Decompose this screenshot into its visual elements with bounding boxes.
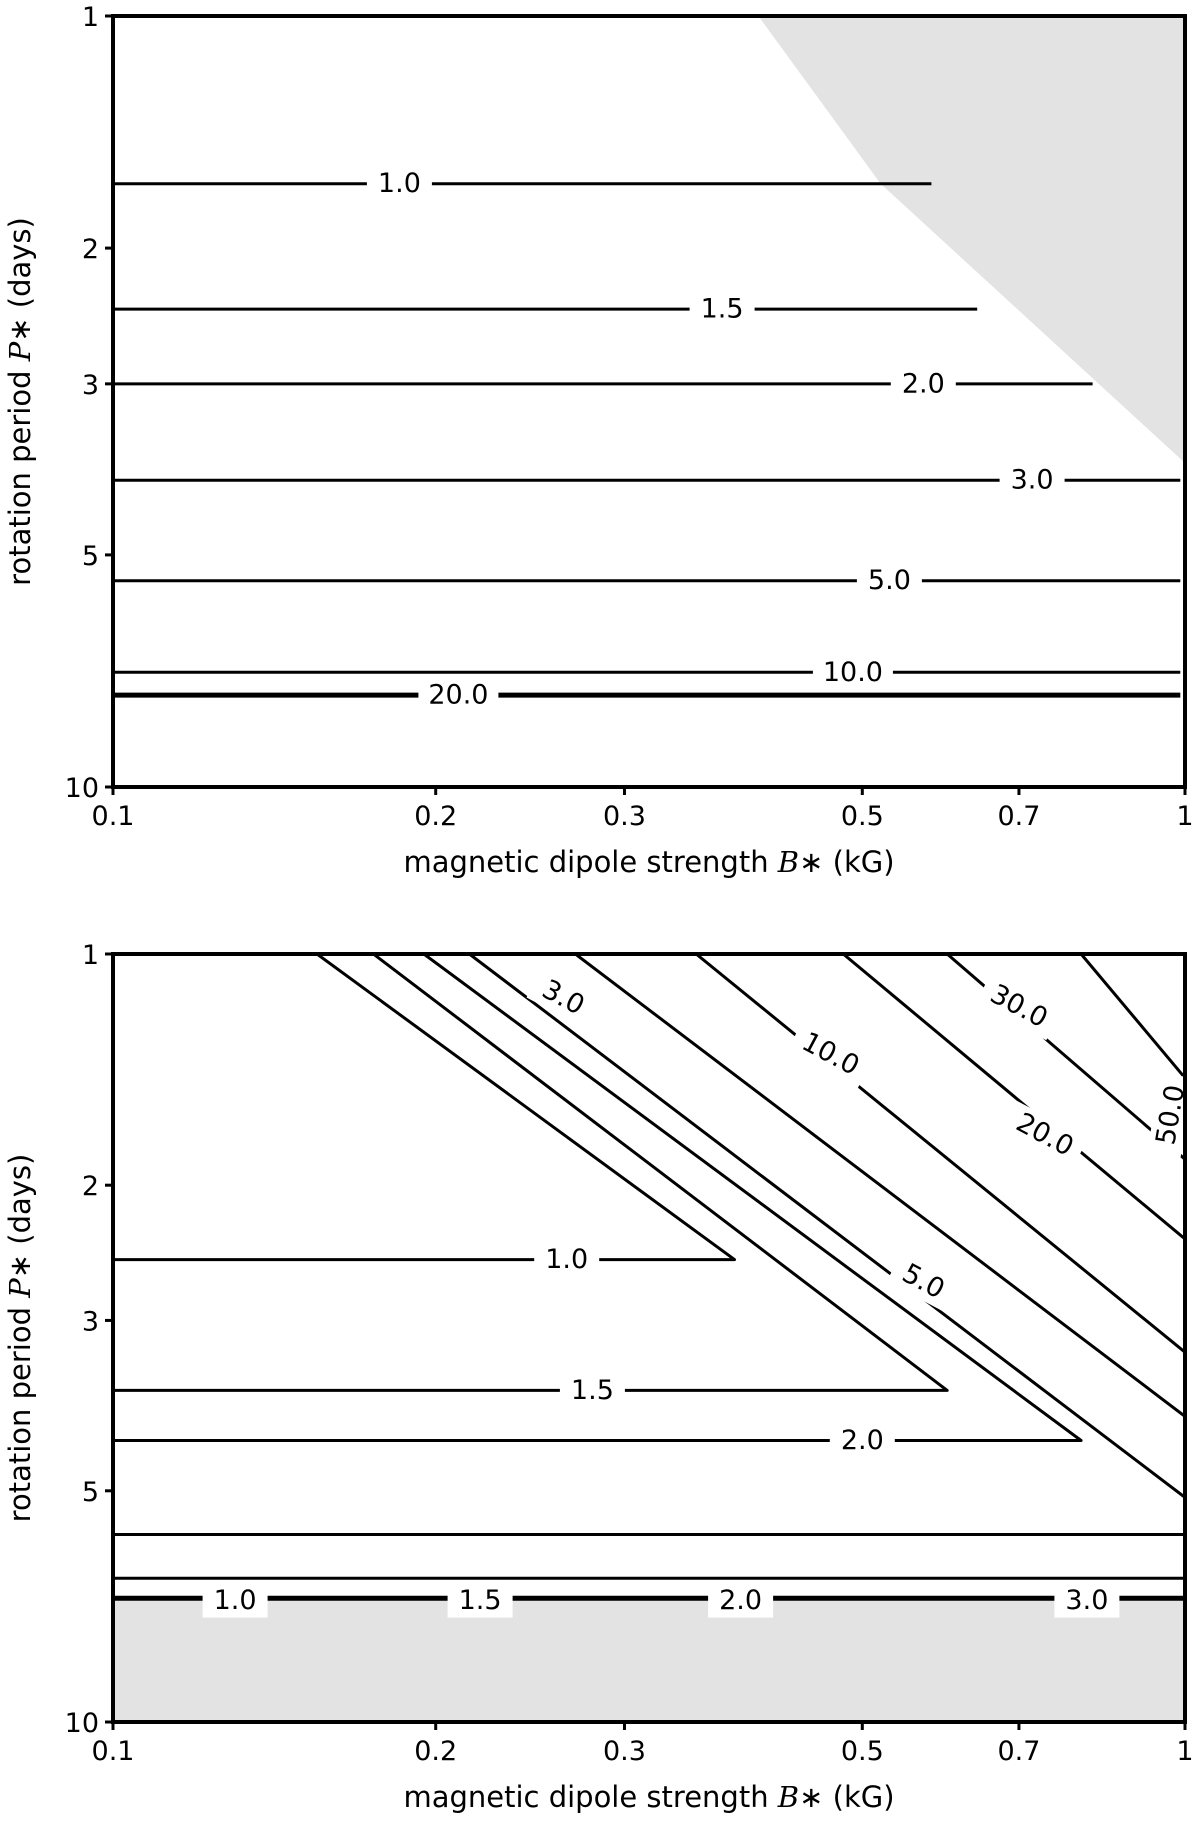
contour-label-5.0-group: 5.0: [886, 1251, 960, 1312]
contour-label-1.5: 1.5: [571, 1375, 614, 1406]
contour-label-20.0-group: 20.0: [418, 678, 499, 713]
boundary-label-1.0: 1.0: [214, 1585, 257, 1616]
x-axis-ticks: 0.1 0.2 0.3 0.5 0.7 1: [92, 787, 1194, 832]
contour-label-1.5-group: 1.5: [559, 1373, 625, 1408]
contour-label-30.0: 30.0: [985, 979, 1053, 1035]
x-tick-label: 0.7: [997, 1736, 1040, 1767]
x-tick-label: 0.5: [841, 801, 884, 832]
x-tick-label: 0.5: [841, 1736, 884, 1767]
contour-line-2.0: [113, 954, 1083, 1442]
y-tick-label: 10: [65, 1708, 99, 1739]
top-contour-panel: 1.0 1.5 2.0 3.0 5.0 10.0 20.0 0.1 0.2 0.3 0.5 0.7 1…: [3, 2, 1194, 879]
x-axis-ticks: 0.1 0.2 0.3 0.5 0.7 1: [92, 1722, 1194, 1767]
y-axis-ticks: 1 2 3 5 10: [65, 2, 113, 804]
contour-label-10.0: 10.0: [797, 1026, 865, 1082]
excluded-region: [758, 16, 1185, 463]
y-tick-label: 1: [82, 940, 99, 971]
plot-frame: [111, 952, 1187, 1724]
y-tick-label: 10: [65, 773, 99, 804]
contour-label-20.0: 20.0: [428, 680, 488, 711]
contour-label-2.0-group: 2.0: [829, 1423, 895, 1458]
contour-line-50.0: [1079, 954, 1185, 1079]
y-tick-label: 2: [82, 1171, 99, 1202]
y-axis-label: rotation period P∗ (days): [3, 217, 37, 586]
x-tick-label: 0.2: [414, 1736, 457, 1767]
boundary-label-3.0: 3.0: [1065, 1585, 1108, 1616]
contour-label-2.0: 2.0: [841, 1425, 884, 1456]
contour-labels: 1.0 1.5 2.0 3.0 5.0 10.0 20.0 30.0 50.0 1.0 1.5 2.0…: [202, 967, 1195, 1618]
boundary-label-2.0-group: 2.0: [708, 1583, 774, 1618]
x-tick-label: 0.1: [92, 801, 135, 832]
contour-label-1.0-group: 1.0: [534, 1242, 600, 1277]
x-tick-label: 1: [1176, 801, 1193, 832]
x-tick-label: 0.1: [92, 1736, 135, 1767]
y-axis-label: rotation period P∗ (days): [3, 1154, 37, 1523]
contour-label-3.0: 3.0: [1011, 465, 1054, 496]
contour-label-1.0: 1.0: [545, 1244, 588, 1275]
contour-label-30.0-group: 30.0: [975, 972, 1063, 1041]
contour-line-10.0: [695, 954, 1185, 1354]
contour-label-20.0-group: 20.0: [1001, 1101, 1089, 1169]
boundary-label-3.0-group: 3.0: [1054, 1583, 1120, 1618]
y-tick-label: 3: [82, 1306, 99, 1337]
contour-label-5.0-group: 5.0: [856, 563, 922, 598]
contour-lines: [113, 954, 1185, 1601]
contour-label-20.0: 20.0: [1011, 1107, 1079, 1163]
contour-line-1.0: [113, 954, 736, 1262]
boundary-label-1.5-group: 1.5: [447, 1583, 513, 1618]
excluded-region: [113, 1598, 1185, 1722]
contour-label-2.0-group: 2.0: [890, 366, 956, 401]
x-tick-label: 0.2: [414, 801, 457, 832]
contour-label-1.5-group: 1.5: [689, 292, 755, 327]
contour-line-3.0: [113, 954, 1185, 1536]
x-tick-label: 0.3: [603, 1736, 646, 1767]
contour-label-3.0-group: 3.0: [526, 967, 600, 1028]
contour-label-5.0: 5.0: [868, 565, 911, 596]
contour-label-3.0-group: 3.0: [999, 463, 1065, 498]
contour-label-10.0-group: 10.0: [812, 655, 893, 690]
contour-line-5.0: [113, 954, 1185, 1580]
contour-labels: 1.0 1.5 2.0 3.0 5.0 10.0 20.0: [366, 166, 1065, 713]
contour-label-10.0-group: 10.0: [787, 1020, 874, 1088]
excluded-area: [758, 16, 1185, 463]
x-tick-label: 1: [1176, 1736, 1193, 1767]
contour-label-1.0: 1.0: [378, 168, 421, 199]
x-tick-label: 0.3: [603, 801, 646, 832]
x-axis-label: magnetic dipole strength B∗ (kG): [403, 1780, 894, 1814]
plot-frame: [111, 14, 1187, 789]
y-tick-label: 5: [82, 1477, 99, 1508]
boundary-label-1.0-group: 1.0: [202, 1583, 268, 1618]
y-tick-label: 5: [82, 541, 99, 572]
y-tick-label: 1: [82, 2, 99, 33]
contour-line-20.0: [842, 954, 1185, 1241]
y-axis-ticks: 1 2 3 5 10: [65, 940, 113, 1739]
excluded-area: [113, 1598, 1185, 1722]
contour-label-50.0-group: 50.0: [1147, 1072, 1195, 1158]
contour-label-2.0: 2.0: [902, 368, 945, 399]
contour-label-1.5: 1.5: [701, 294, 744, 325]
x-axis-label: magnetic dipole strength B∗ (kG): [403, 845, 894, 879]
x-tick-label: 0.7: [997, 801, 1040, 832]
contour-line-1.5: [113, 954, 949, 1392]
contour-lines: [113, 182, 1181, 698]
y-tick-label: 2: [82, 234, 99, 265]
bottom-contour-panel: 1.0 1.5 2.0 3.0 5.0 10.0 20.0 30.0 50.0 1.0 1.5 2.0…: [3, 940, 1195, 1814]
boundary-label-1.5: 1.5: [459, 1585, 502, 1616]
y-tick-label: 3: [82, 370, 99, 401]
contour-label-10.0: 10.0: [823, 657, 883, 688]
contour-label-1.0-group: 1.0: [366, 166, 432, 201]
boundary-label-2.0: 2.0: [719, 1585, 762, 1616]
